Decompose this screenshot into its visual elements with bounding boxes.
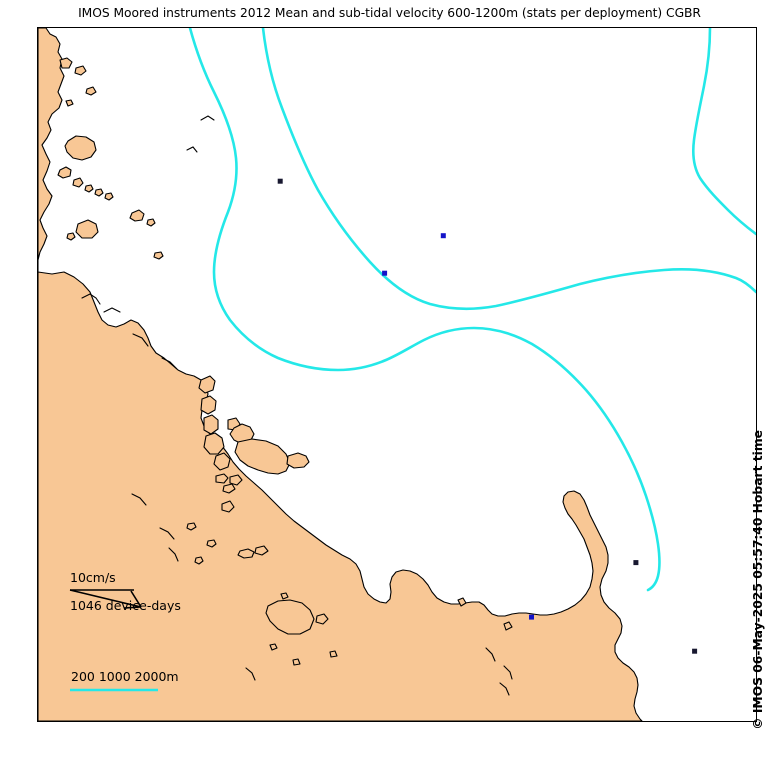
y-tick-label: 17.8 (37, 99, 38, 113)
island-whit-18 (194, 556, 204, 565)
island-whit-11 (229, 474, 243, 486)
y-tick-label: 18.8 (37, 440, 38, 454)
contour-200m (261, 28, 756, 311)
y-tick-label: 18.4 (37, 304, 38, 318)
y-tick-label: 19.4 (37, 644, 38, 658)
island-palm-4 (84, 184, 94, 193)
island-se-1 (265, 599, 315, 635)
island-se-2 (315, 613, 329, 625)
island-whit-9 (286, 452, 310, 469)
island-palm-3 (72, 177, 84, 188)
y-tick-label: 18.2 (37, 236, 38, 250)
land-polygons (38, 28, 643, 721)
island-whit-10 (215, 473, 229, 484)
island-palm-6 (104, 192, 114, 201)
y-tick-label: 19.1 (37, 542, 38, 556)
mooring-marker-blue-3[interactable] (529, 614, 534, 620)
device-days-label: 1046 device-days (70, 598, 181, 613)
island-whit-12 (222, 483, 236, 494)
island-palm-5 (94, 188, 104, 197)
island-mid-1 (129, 209, 145, 222)
y-tick-label: 18.3 (37, 270, 38, 284)
islet-6 (503, 621, 513, 631)
mainland-coast (38, 28, 643, 721)
velocity-scale-label: 10cm/s (70, 570, 116, 585)
island-whit-15 (206, 539, 217, 548)
islet-3 (292, 658, 301, 666)
mooring-marker-dark-3[interactable] (692, 648, 698, 654)
y-tick-label: 19.2 (37, 576, 38, 590)
figure-title: IMOS Moored instruments 2012 Mean and su… (78, 6, 701, 20)
y-tick-label: 17.6 (37, 31, 38, 45)
islet-1 (280, 592, 289, 600)
contour-1000m (188, 28, 661, 592)
island-palm-1 (64, 135, 97, 161)
mooring-markers[interactable] (277, 178, 698, 654)
island-whit-4 (203, 432, 225, 455)
island-whit-2 (200, 395, 217, 415)
mooring-marker-dark-1[interactable] (277, 178, 283, 184)
island-mid-4 (66, 232, 76, 241)
island-whit-17 (254, 545, 269, 556)
islet-4 (329, 650, 338, 658)
bathymetry-contours (188, 28, 756, 592)
y-tick-label: -19 (37, 508, 38, 522)
island-cape-b (74, 65, 87, 76)
velocity-scale-arrow (69, 589, 142, 609)
y-tick-label: 17.7 (37, 65, 38, 79)
island-whit-1 (198, 375, 216, 394)
mooring-marker-dark-2[interactable] (633, 560, 639, 566)
mooring-marker-blue-1[interactable] (440, 233, 446, 239)
island-mid-2 (146, 218, 156, 227)
copyright-notice: © IMOS 06-May-2025 05:57:40 Hobart time (751, 430, 765, 730)
island-whit-8 (234, 438, 291, 475)
coastal-detail-strokes (81, 115, 513, 696)
island-whit-16 (237, 548, 255, 559)
island-mid-5 (153, 251, 164, 260)
island-small-c (85, 86, 97, 96)
y-tick-label: 19.3 (37, 610, 38, 624)
y-tick-label: 18.5 (37, 338, 38, 352)
y-tick-label: 18.6 (37, 372, 38, 386)
y-tick-label: -18 (37, 167, 38, 181)
contour-2000m (691, 28, 756, 236)
mooring-marker-blue-2[interactable] (382, 270, 388, 276)
island-cape-a (59, 57, 73, 69)
map-plot-area[interactable]: 10cm/s 1046 device-days 200 1000 2000m 1… (37, 27, 757, 722)
y-axis: 17.6 17.7 17.8 17.9 -18 18.1 18.2 18.3 18.4 18.5 1… (37, 28, 38, 722)
y-tick-label: 17.9 (37, 133, 38, 147)
island-whit-14 (186, 522, 197, 531)
depth-contours-label: 200 1000 2000m (71, 669, 179, 684)
y-tick-label: 19.6 (37, 712, 38, 722)
y-tick-label: 18.9 (37, 474, 38, 488)
y-tick-label: 18.1 (37, 201, 38, 215)
map-canvas (38, 28, 756, 721)
island-mid-3 (75, 219, 99, 239)
islet-5 (457, 597, 467, 607)
islet-2 (269, 643, 278, 651)
y-tick-label: 19.5 (37, 678, 38, 692)
island-whit-5 (213, 452, 231, 471)
island-whit-13 (221, 500, 235, 513)
island-whit-3 (203, 414, 219, 435)
island-small-d (65, 99, 74, 107)
y-tick-label: 18.7 (37, 406, 38, 420)
island-palm-2 (57, 166, 72, 179)
